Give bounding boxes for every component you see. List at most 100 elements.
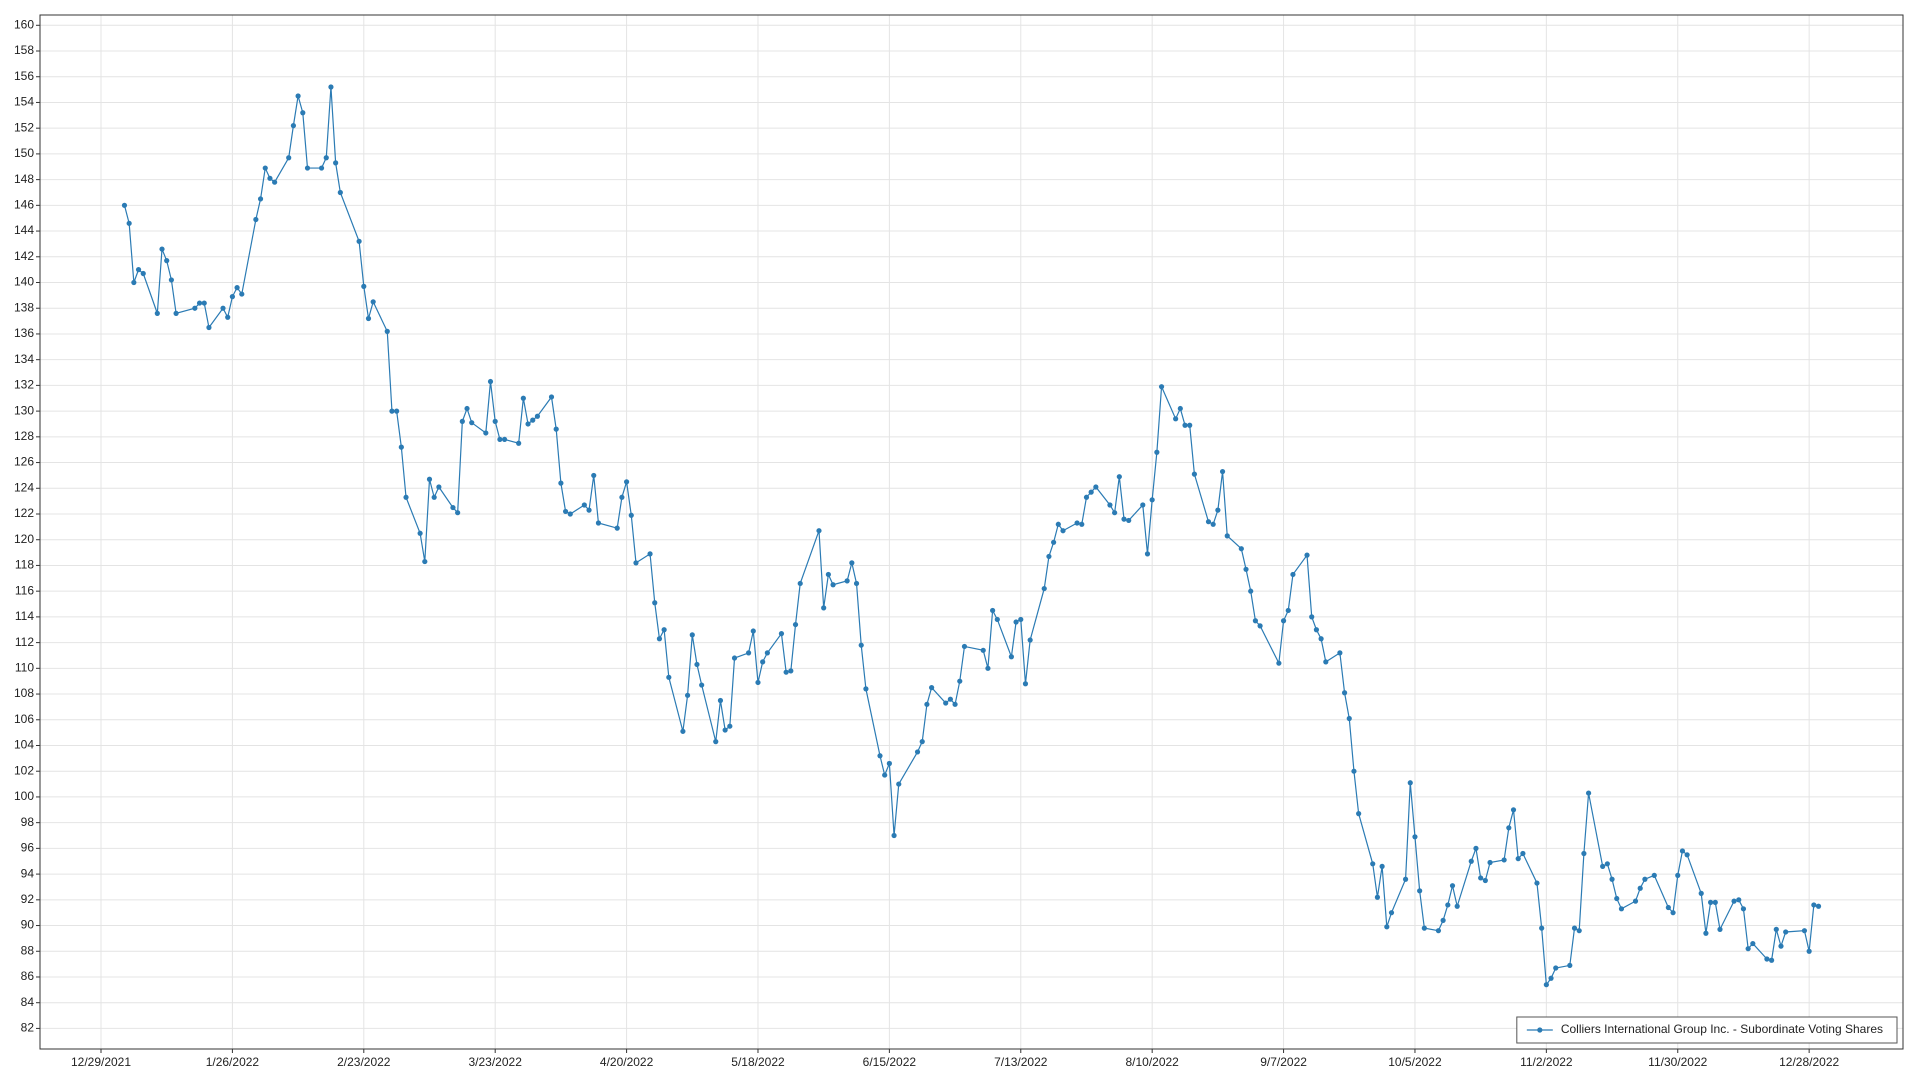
data-point	[1604, 861, 1610, 867]
data-point	[1585, 790, 1592, 796]
data-point	[1112, 510, 1118, 516]
data-point	[1055, 521, 1061, 527]
data-point	[619, 494, 625, 500]
data-point	[1107, 502, 1113, 508]
y-tick-label: 132	[14, 378, 34, 392]
y-tick-label: 140	[14, 275, 34, 289]
x-tick-label: 7/13/2022	[994, 1055, 1048, 1069]
data-point	[300, 110, 306, 116]
y-tick-label: 122	[14, 506, 34, 520]
data-point	[196, 300, 203, 306]
data-point	[614, 525, 620, 531]
data-point	[1374, 894, 1381, 900]
data-point	[262, 165, 268, 171]
data-point	[1144, 551, 1151, 557]
data-point	[257, 196, 264, 202]
data-point	[394, 408, 400, 414]
x-tick-label: 6/15/2022	[863, 1055, 917, 1069]
data-point	[1454, 903, 1460, 909]
y-tick-label: 146	[14, 198, 34, 212]
data-point	[1473, 845, 1479, 851]
data-point	[1093, 484, 1099, 490]
data-point	[633, 560, 639, 566]
data-point	[886, 760, 892, 767]
data-point	[1543, 982, 1549, 988]
data-point	[272, 179, 278, 185]
data-point	[1614, 895, 1620, 902]
data-point	[328, 84, 334, 90]
data-point	[628, 512, 634, 518]
data-point	[957, 678, 963, 684]
data-point	[1632, 898, 1639, 904]
y-tick-label: 82	[21, 1021, 35, 1035]
data-point	[1534, 880, 1540, 886]
data-point	[403, 494, 409, 500]
data-point	[722, 727, 728, 733]
y-tick-label: 114	[15, 609, 34, 623]
x-tick-label: 11/30/2022	[1648, 1055, 1707, 1069]
y-tick-label: 118	[15, 558, 34, 572]
data-point	[492, 418, 498, 424]
data-point	[581, 502, 587, 508]
data-point	[980, 647, 986, 653]
data-point	[1520, 850, 1526, 857]
data-point	[1116, 474, 1122, 480]
data-point	[595, 520, 602, 526]
data-point	[1506, 825, 1512, 831]
data-point	[1698, 890, 1704, 896]
data-point	[1417, 888, 1423, 894]
data-point	[1370, 861, 1376, 867]
data-point	[1769, 957, 1775, 963]
y-tick-label: 112	[15, 635, 34, 649]
data-point	[431, 494, 437, 500]
data-point	[417, 530, 423, 536]
x-tick-label: 12/28/2022	[1779, 1055, 1839, 1069]
data-point	[389, 408, 395, 414]
data-point	[1764, 956, 1770, 962]
data-point	[304, 165, 311, 171]
data-point	[760, 659, 766, 665]
data-point	[192, 305, 198, 311]
data-point	[1712, 899, 1718, 905]
data-point	[863, 686, 869, 692]
y-tick-label: 120	[14, 532, 34, 546]
data-point	[1468, 858, 1474, 864]
y-tick-label: 152	[14, 120, 34, 134]
data-point	[562, 508, 569, 515]
data-point	[337, 189, 343, 196]
x-tick-label: 12/29/2021	[71, 1055, 131, 1069]
data-point	[1088, 489, 1094, 495]
y-tick-label: 126	[14, 455, 34, 469]
data-point	[1191, 471, 1198, 477]
data-point	[567, 511, 573, 517]
data-point	[1051, 539, 1057, 545]
data-point	[713, 739, 719, 745]
data-point	[666, 674, 672, 680]
data-point	[154, 310, 160, 316]
data-point	[1609, 876, 1615, 882]
data-point	[797, 580, 803, 587]
data-point	[689, 632, 695, 638]
data-point	[497, 436, 503, 443]
data-point	[1351, 768, 1357, 774]
data-point	[755, 679, 761, 686]
y-tick-label: 84	[21, 995, 35, 1009]
data-point	[1337, 650, 1343, 656]
data-point	[295, 93, 301, 99]
data-point	[1553, 965, 1559, 971]
data-point	[853, 580, 860, 587]
data-point	[727, 723, 733, 729]
data-point	[1276, 660, 1282, 666]
data-point	[1041, 585, 1047, 592]
data-point	[1778, 943, 1784, 949]
data-point	[816, 528, 822, 534]
x-tick-label: 10/5/2022	[1388, 1055, 1442, 1069]
data-point	[694, 661, 700, 668]
data-point	[1219, 468, 1226, 475]
data-point	[126, 220, 132, 226]
data-point	[1487, 859, 1493, 866]
y-tick-label: 96	[21, 841, 35, 855]
data-point	[1079, 521, 1085, 527]
data-point	[1013, 619, 1019, 625]
y-tick-label: 102	[14, 763, 34, 777]
